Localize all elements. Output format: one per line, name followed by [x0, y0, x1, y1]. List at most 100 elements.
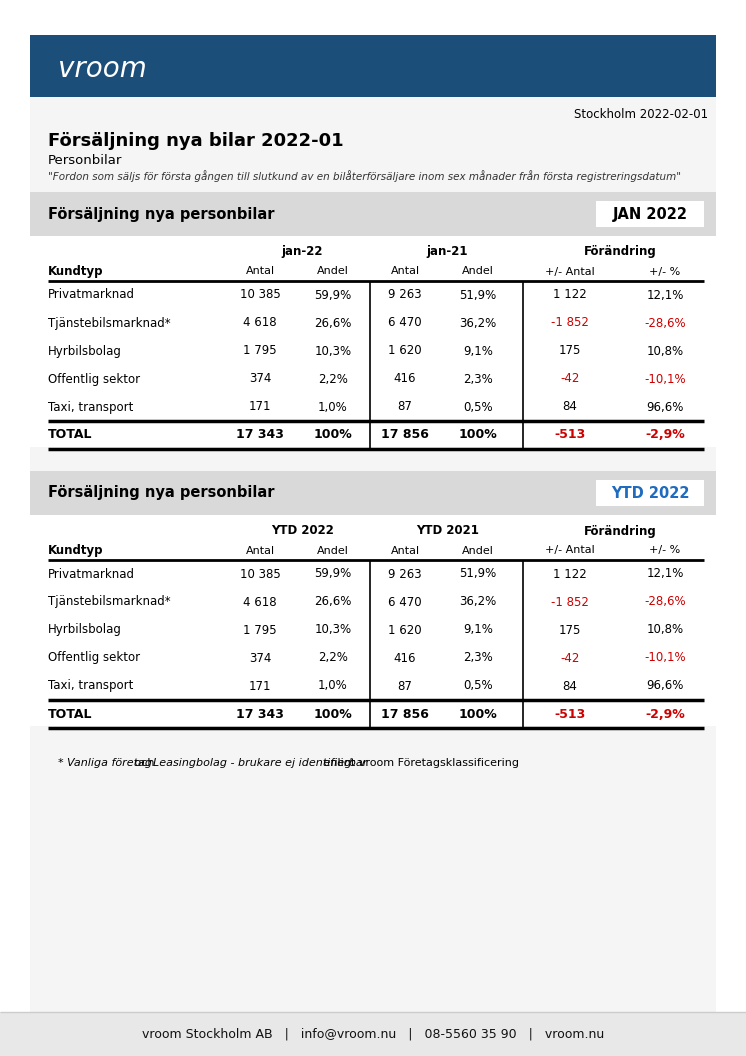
- Text: Försäljning nya bilar 2022-01: Försäljning nya bilar 2022-01: [48, 132, 344, 150]
- Text: 51,9%: 51,9%: [460, 288, 497, 302]
- Text: 374: 374: [249, 652, 272, 664]
- Text: Andel: Andel: [462, 546, 494, 555]
- Text: 59,9%: 59,9%: [314, 288, 351, 302]
- Text: Tjänstebilsmarknad*: Tjänstebilsmarknad*: [48, 596, 171, 608]
- Text: 17 343: 17 343: [236, 429, 284, 441]
- Text: Taxi, transport: Taxi, transport: [48, 400, 134, 414]
- Text: 6 470: 6 470: [388, 317, 421, 329]
- Text: +/- %: +/- %: [649, 266, 680, 277]
- Text: -28,6%: -28,6%: [645, 317, 686, 329]
- Text: Kundtyp: Kundtyp: [48, 544, 104, 557]
- Text: vroom Stockholm AB   |   info@vroom.nu   |   08-5560 35 90   |   vroom.nu: vroom Stockholm AB | info@vroom.nu | 08-…: [142, 1027, 604, 1040]
- Text: TOTAL: TOTAL: [48, 429, 93, 441]
- Text: 171: 171: [248, 679, 272, 693]
- Text: 84: 84: [562, 679, 577, 693]
- Text: +/- Antal: +/- Antal: [545, 546, 595, 555]
- Text: 10 385: 10 385: [239, 567, 280, 581]
- Text: Stockholm 2022-02-01: Stockholm 2022-02-01: [574, 109, 708, 121]
- Text: Personbilar: Personbilar: [48, 154, 122, 167]
- Text: Taxi, transport: Taxi, transport: [48, 679, 134, 693]
- Text: 10,3%: 10,3%: [314, 344, 351, 358]
- Text: -42: -42: [560, 652, 580, 664]
- Text: 4 618: 4 618: [243, 596, 277, 608]
- Text: 100%: 100%: [459, 708, 498, 720]
- Text: Offentlig sektor: Offentlig sektor: [48, 652, 140, 664]
- Text: Privatmarknad: Privatmarknad: [48, 288, 135, 302]
- Text: 17 856: 17 856: [381, 429, 429, 441]
- Text: 0,5%: 0,5%: [463, 400, 493, 414]
- Text: 416: 416: [394, 373, 416, 385]
- Text: 416: 416: [394, 652, 416, 664]
- Bar: [30, 192, 716, 235]
- Text: Tjänstebilsmarknad*: Tjänstebilsmarknad*: [48, 317, 171, 329]
- Text: 1,0%: 1,0%: [318, 400, 348, 414]
- Text: 175: 175: [559, 344, 581, 358]
- Text: 96,6%: 96,6%: [646, 679, 683, 693]
- Text: vroom: vroom: [58, 55, 147, 83]
- Text: 100%: 100%: [459, 429, 498, 441]
- Text: 36,2%: 36,2%: [460, 596, 497, 608]
- Text: *: *: [58, 758, 67, 768]
- Text: YTD 2021: YTD 2021: [416, 525, 479, 538]
- Text: Försäljning nya personbilar: Försäljning nya personbilar: [48, 486, 275, 501]
- Text: 1 620: 1 620: [388, 623, 421, 637]
- Text: 171: 171: [248, 400, 272, 414]
- Text: +/- %: +/- %: [649, 546, 680, 555]
- Text: 17 343: 17 343: [236, 708, 284, 720]
- Text: 9,1%: 9,1%: [463, 623, 493, 637]
- Text: Privatmarknad: Privatmarknad: [48, 567, 135, 581]
- Bar: [0, 1012, 746, 1056]
- Text: -28,6%: -28,6%: [645, 596, 686, 608]
- Text: Antal: Antal: [390, 546, 419, 555]
- Text: 17 856: 17 856: [381, 708, 429, 720]
- Text: jan-21: jan-21: [427, 245, 468, 259]
- Bar: [30, 97, 716, 1026]
- Text: Hyrbilsbolag: Hyrbilsbolag: [48, 344, 122, 358]
- Text: 6 470: 6 470: [388, 596, 421, 608]
- Text: 10 385: 10 385: [239, 288, 280, 302]
- Text: -1 852: -1 852: [551, 317, 589, 329]
- Text: Antal: Antal: [245, 266, 275, 277]
- Text: 2,2%: 2,2%: [318, 373, 348, 385]
- Text: 175: 175: [559, 623, 581, 637]
- Text: 9 263: 9 263: [388, 288, 421, 302]
- Bar: [30, 471, 716, 515]
- Text: 100%: 100%: [313, 429, 352, 441]
- Text: 1 795: 1 795: [243, 623, 277, 637]
- Text: YTD 2022: YTD 2022: [611, 486, 689, 501]
- Text: 2,3%: 2,3%: [463, 652, 493, 664]
- Text: Försäljning nya personbilar: Försäljning nya personbilar: [48, 207, 275, 222]
- Text: Förändring: Förändring: [583, 245, 656, 259]
- Text: 12,1%: 12,1%: [646, 288, 683, 302]
- Text: 9 263: 9 263: [388, 567, 421, 581]
- Bar: [30, 515, 716, 727]
- Text: 100%: 100%: [313, 708, 352, 720]
- Text: Hyrbilsbolag: Hyrbilsbolag: [48, 623, 122, 637]
- Text: 87: 87: [398, 679, 413, 693]
- Text: 87: 87: [398, 400, 413, 414]
- Text: och: och: [131, 758, 158, 768]
- Text: 9,1%: 9,1%: [463, 344, 493, 358]
- Text: 1 122: 1 122: [553, 288, 587, 302]
- Text: Offentlig sektor: Offentlig sektor: [48, 373, 140, 385]
- Text: Vanliga företag: Vanliga företag: [66, 758, 151, 768]
- Text: 0,5%: 0,5%: [463, 679, 493, 693]
- Text: 26,6%: 26,6%: [314, 317, 351, 329]
- Bar: [30, 35, 716, 97]
- Text: 59,9%: 59,9%: [314, 567, 351, 581]
- Text: +/- Antal: +/- Antal: [545, 266, 595, 277]
- Text: -2,9%: -2,9%: [645, 429, 685, 441]
- Text: Antal: Antal: [390, 266, 419, 277]
- Text: "Fordon som säljs för första gången till slutkund av en bilåterförsäljare inom s: "Fordon som säljs för första gången till…: [48, 170, 681, 182]
- Text: 96,6%: 96,6%: [646, 400, 683, 414]
- Text: Förändring: Förändring: [583, 525, 656, 538]
- Text: -10,1%: -10,1%: [645, 652, 686, 664]
- Text: 26,6%: 26,6%: [314, 596, 351, 608]
- Text: 2,2%: 2,2%: [318, 652, 348, 664]
- Text: jan-22: jan-22: [282, 245, 323, 259]
- Text: enligt vroom Företagsklassificering: enligt vroom Företagsklassificering: [320, 758, 519, 768]
- Text: 1,0%: 1,0%: [318, 679, 348, 693]
- Text: 1 620: 1 620: [388, 344, 421, 358]
- Text: -513: -513: [554, 429, 586, 441]
- Text: YTD 2022: YTD 2022: [271, 525, 334, 538]
